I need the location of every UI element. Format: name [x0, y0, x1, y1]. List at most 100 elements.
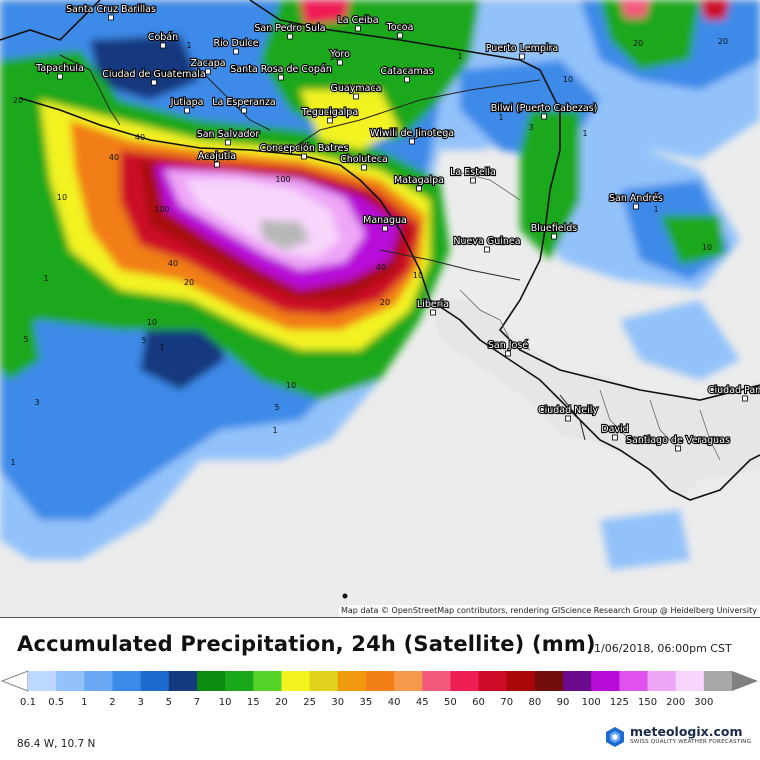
- contour-label: 20: [13, 96, 23, 105]
- city-marker[interactable]: La Ceiba: [336, 14, 380, 32]
- city-marker[interactable]: Tapachula: [34, 62, 85, 80]
- city-marker[interactable]: David: [600, 423, 630, 441]
- city-name: Matagalpa: [394, 175, 444, 186]
- city-marker[interactable]: Cobán: [147, 31, 179, 49]
- city-marker[interactable]: Ciudad Neily: [537, 404, 599, 422]
- city-marker[interactable]: San Salvador: [196, 128, 260, 146]
- city-dot: [742, 395, 748, 402]
- city-marker[interactable]: Rio Dulce: [212, 37, 260, 55]
- city-dot: [327, 117, 333, 124]
- legend-low-arrow: [0, 670, 29, 692]
- contour-label: 40: [109, 153, 119, 162]
- city-marker[interactable]: Concepción Batres: [258, 142, 350, 160]
- city-marker[interactable]: Liberia: [416, 298, 450, 316]
- city-marker[interactable]: Ciudad de Guatemala: [101, 68, 207, 86]
- city-marker[interactable]: Guaymaca: [329, 82, 383, 100]
- precipitation-field: [0, 0, 760, 570]
- city-marker[interactable]: Bilwi (Puerto Cabezas): [490, 102, 598, 120]
- city-dot: [108, 14, 114, 21]
- city-name: Puerto Lempira: [486, 43, 559, 54]
- city-name: Tegucigalpa: [301, 107, 358, 118]
- city-name: Yoro: [329, 49, 350, 60]
- city-marker[interactable]: Puerto Lempira: [485, 42, 559, 60]
- brand-name: meteologix.com: [630, 724, 743, 739]
- city-dot: [151, 79, 157, 86]
- legend-label: 2: [109, 697, 116, 708]
- meteologix-logo-icon: [606, 727, 624, 747]
- city-marker[interactable]: Bluefields: [530, 222, 578, 240]
- city-name: Tapachula: [35, 63, 84, 74]
- city-marker[interactable]: San Andrés: [608, 192, 664, 210]
- legend-label: 0.5: [48, 697, 65, 708]
- city-name: Ciudad de Guatemala: [102, 69, 205, 80]
- city-marker[interactable]: Acajutla: [197, 150, 237, 168]
- city-marker[interactable]: La Estella: [449, 166, 497, 184]
- legend-swatch: [56, 671, 85, 691]
- city-labels: Santa Cruz Barillas San Pedro Sula La Ceib…: [34, 3, 760, 452]
- city-marker[interactable]: Jutiapa: [168, 96, 205, 114]
- contour-label: 1: [43, 274, 48, 283]
- country-borders: [59, 54, 586, 441]
- city-marker[interactable]: Tegucigalpa: [300, 106, 359, 124]
- legend-label: 25: [303, 697, 316, 708]
- city-name: Zacapa: [190, 58, 225, 69]
- city-marker[interactable]: Managua: [362, 214, 408, 232]
- legend-labels: 0.1 0.5 1 2 3 5 7 10 15 20 25 30 35 40 45 50 60 70 80 90 100…: [0, 697, 760, 711]
- city-marker[interactable]: Yoro: [328, 48, 351, 66]
- contour-label: 20: [718, 37, 728, 46]
- legend-label: 7: [193, 697, 201, 708]
- city-dot: [225, 139, 231, 146]
- city-marker[interactable]: Santa Rosa de Copán: [229, 63, 333, 81]
- city-name: Catacamas: [380, 66, 433, 77]
- city-marker[interactable]: Ciudad Panamá: [707, 384, 760, 402]
- city-name: Rio Dulce: [213, 38, 258, 49]
- city-marker[interactable]: Nueva Guinea: [452, 235, 522, 253]
- city-name: David: [601, 424, 628, 435]
- city-marker[interactable]: Matagalpa: [393, 174, 445, 192]
- city-dot: [612, 434, 618, 441]
- valid-time: 1/06/2018, 06:00pm CST: [594, 642, 732, 655]
- contour-label: 40: [168, 259, 178, 268]
- city-marker[interactable]: San Pedro Sula: [253, 22, 327, 40]
- map-attribution: Map data © OpenStreetMap contributors, r…: [339, 605, 760, 617]
- precipitation-map[interactable]: 20 40 40 10 100 100 40 20 10 5 1 10 5 1 40 20 10 20 20 20 10…: [0, 0, 760, 618]
- legend-label: 1: [81, 697, 88, 708]
- legend-swatch: [394, 671, 423, 691]
- legend-swatch: [337, 671, 367, 691]
- city-marker[interactable]: Santiago de Veraguas: [625, 434, 731, 452]
- city-marker[interactable]: Zacapa: [189, 57, 227, 75]
- city-name: Acajutla: [198, 151, 236, 162]
- city-name: Liberia: [417, 299, 449, 310]
- contour-label: 100: [154, 205, 169, 214]
- city-marker[interactable]: Tocoa: [384, 21, 415, 39]
- city-dot: [301, 153, 307, 160]
- contour-label: 1: [653, 205, 658, 214]
- city-marker[interactable]: La Esperanza: [211, 96, 277, 114]
- legend-label: 100: [581, 697, 601, 708]
- contour-label: 1: [272, 426, 277, 435]
- contour-label: 20: [330, 53, 340, 62]
- legend-swatch: [703, 671, 733, 691]
- legend-swatch: [506, 671, 536, 691]
- city-dot: [675, 445, 681, 452]
- contour-label: 10: [563, 75, 573, 84]
- city-marker[interactable]: San José: [487, 339, 529, 357]
- legend-label: 200: [666, 697, 686, 708]
- brand-logo[interactable]: meteologix.com SWISS QUALITY WEATHER FOR…: [604, 722, 754, 752]
- legend-swatch: [563, 671, 592, 691]
- city-marker[interactable]: Santa Cruz Barillas: [65, 3, 157, 21]
- legend-label: 15: [246, 697, 260, 708]
- city-dot: [397, 32, 403, 39]
- island-marker: [342, 593, 348, 599]
- city-marker[interactable]: Choluteca: [339, 153, 389, 171]
- legend-swatch: [168, 671, 198, 691]
- city-marker[interactable]: Catacamas: [379, 65, 435, 83]
- city-dot: [184, 107, 190, 114]
- city-dot: [278, 74, 284, 81]
- coastline: [0, 0, 760, 501]
- legend-swatch: [619, 671, 649, 691]
- city-name: Ciudad Panamá: [708, 385, 760, 396]
- city-marker[interactable]: Wiwili de Jinotega: [369, 127, 455, 145]
- contour-label: 100: [275, 175, 290, 184]
